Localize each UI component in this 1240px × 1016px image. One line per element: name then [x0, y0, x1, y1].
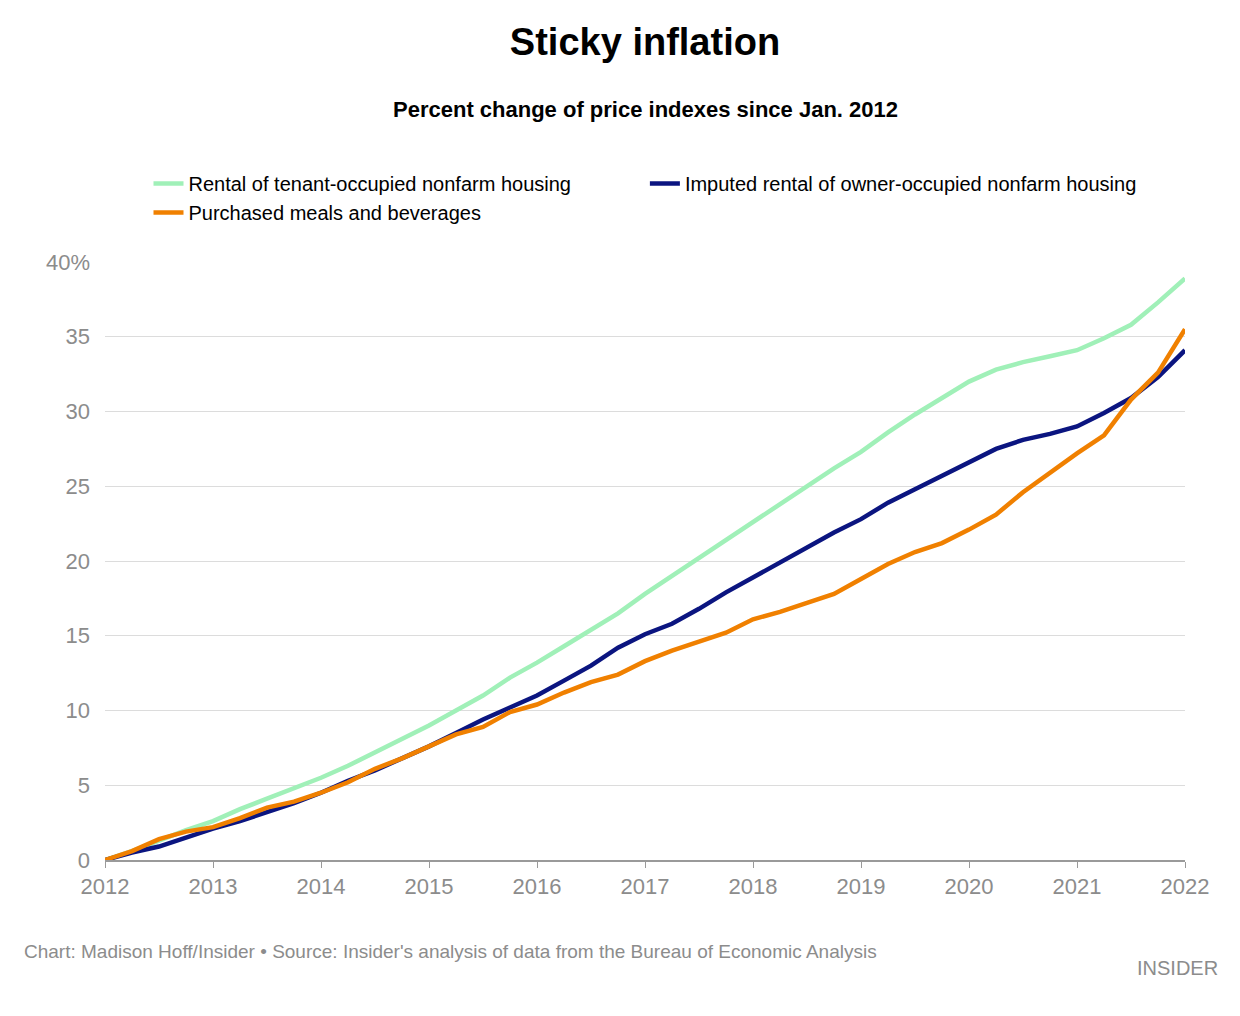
svg-text:40%: 40%: [46, 250, 90, 275]
svg-text:2022: 2022: [1161, 874, 1210, 899]
svg-text:15: 15: [66, 623, 90, 648]
svg-text:2013: 2013: [189, 874, 238, 899]
svg-text:5: 5: [78, 773, 90, 798]
svg-text:35: 35: [66, 324, 90, 349]
svg-text:INSIDER: INSIDER: [1137, 957, 1218, 979]
svg-text:2015: 2015: [405, 874, 454, 899]
svg-text:20: 20: [66, 549, 90, 574]
svg-text:Purchased meals and beverages: Purchased meals and beverages: [189, 202, 481, 224]
svg-text:2014: 2014: [297, 874, 346, 899]
svg-text:30: 30: [66, 399, 90, 424]
svg-text:2017: 2017: [621, 874, 670, 899]
svg-text:Sticky inflation: Sticky inflation: [510, 21, 780, 63]
svg-text:Imputed rental of owner-occupi: Imputed rental of owner-occupied nonfarm…: [685, 173, 1136, 195]
svg-text:2020: 2020: [945, 874, 994, 899]
svg-text:Rental of tenant-occupied nonf: Rental of tenant-occupied nonfarm housin…: [189, 173, 571, 195]
svg-text:Chart: Madison Hoff/Insider •: Chart: Madison Hoff/Insider • Source: In…: [24, 941, 877, 962]
svg-text:0: 0: [78, 848, 90, 873]
svg-text:2019: 2019: [837, 874, 886, 899]
svg-text:2012: 2012: [81, 874, 130, 899]
svg-text:25: 25: [66, 474, 90, 499]
svg-text:10: 10: [66, 698, 90, 723]
svg-text:2016: 2016: [513, 874, 562, 899]
svg-text:2018: 2018: [729, 874, 778, 899]
svg-text:2021: 2021: [1053, 874, 1102, 899]
svg-text:Percent change of price indexe: Percent change of price indexes since Ja…: [393, 97, 898, 122]
